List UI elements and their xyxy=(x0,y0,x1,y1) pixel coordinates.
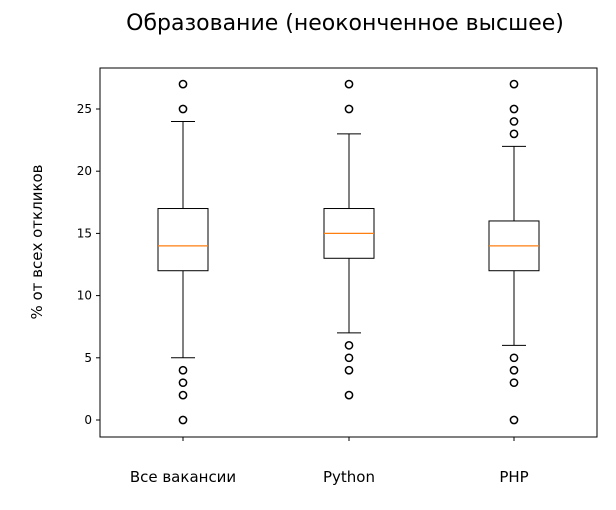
plot-area xyxy=(99,67,598,438)
outlier-point xyxy=(509,104,519,114)
outlier-point xyxy=(509,415,519,425)
y-axis-label: % от всех откликов xyxy=(28,164,46,319)
outlier-point xyxy=(509,353,519,363)
outlier-point xyxy=(178,415,188,425)
outlier-point xyxy=(178,365,188,375)
y-tick-label: 0 xyxy=(84,413,92,427)
x-tick-label: Python xyxy=(323,468,375,486)
outlier-point xyxy=(178,390,188,400)
chart-title: Образование (неоконченное высшее) xyxy=(126,11,564,36)
outlier-point xyxy=(344,365,354,375)
x-tick-label: Все вакансии xyxy=(130,468,236,486)
y-tick-label: 10 xyxy=(77,289,92,303)
outlier-point xyxy=(178,104,188,114)
outlier-point xyxy=(344,104,354,114)
outlier-point xyxy=(344,341,354,350)
y-tick-label: 25 xyxy=(77,102,92,116)
outlier-point xyxy=(178,79,188,89)
outlier-point xyxy=(344,390,354,400)
outlier-point xyxy=(178,378,188,388)
outlier-point xyxy=(509,365,519,375)
outlier-point xyxy=(509,117,519,126)
outlier-point xyxy=(509,79,519,89)
outlier-point xyxy=(344,353,354,363)
outlier-point xyxy=(344,79,354,89)
y-tick-label: 15 xyxy=(77,226,92,240)
y-tick-label: 20 xyxy=(77,164,92,178)
outlier-point xyxy=(509,129,519,139)
x-tick-label: PHP xyxy=(499,468,528,486)
y-tick-label: 5 xyxy=(84,351,92,365)
box xyxy=(157,208,209,272)
outlier-point xyxy=(509,378,519,388)
